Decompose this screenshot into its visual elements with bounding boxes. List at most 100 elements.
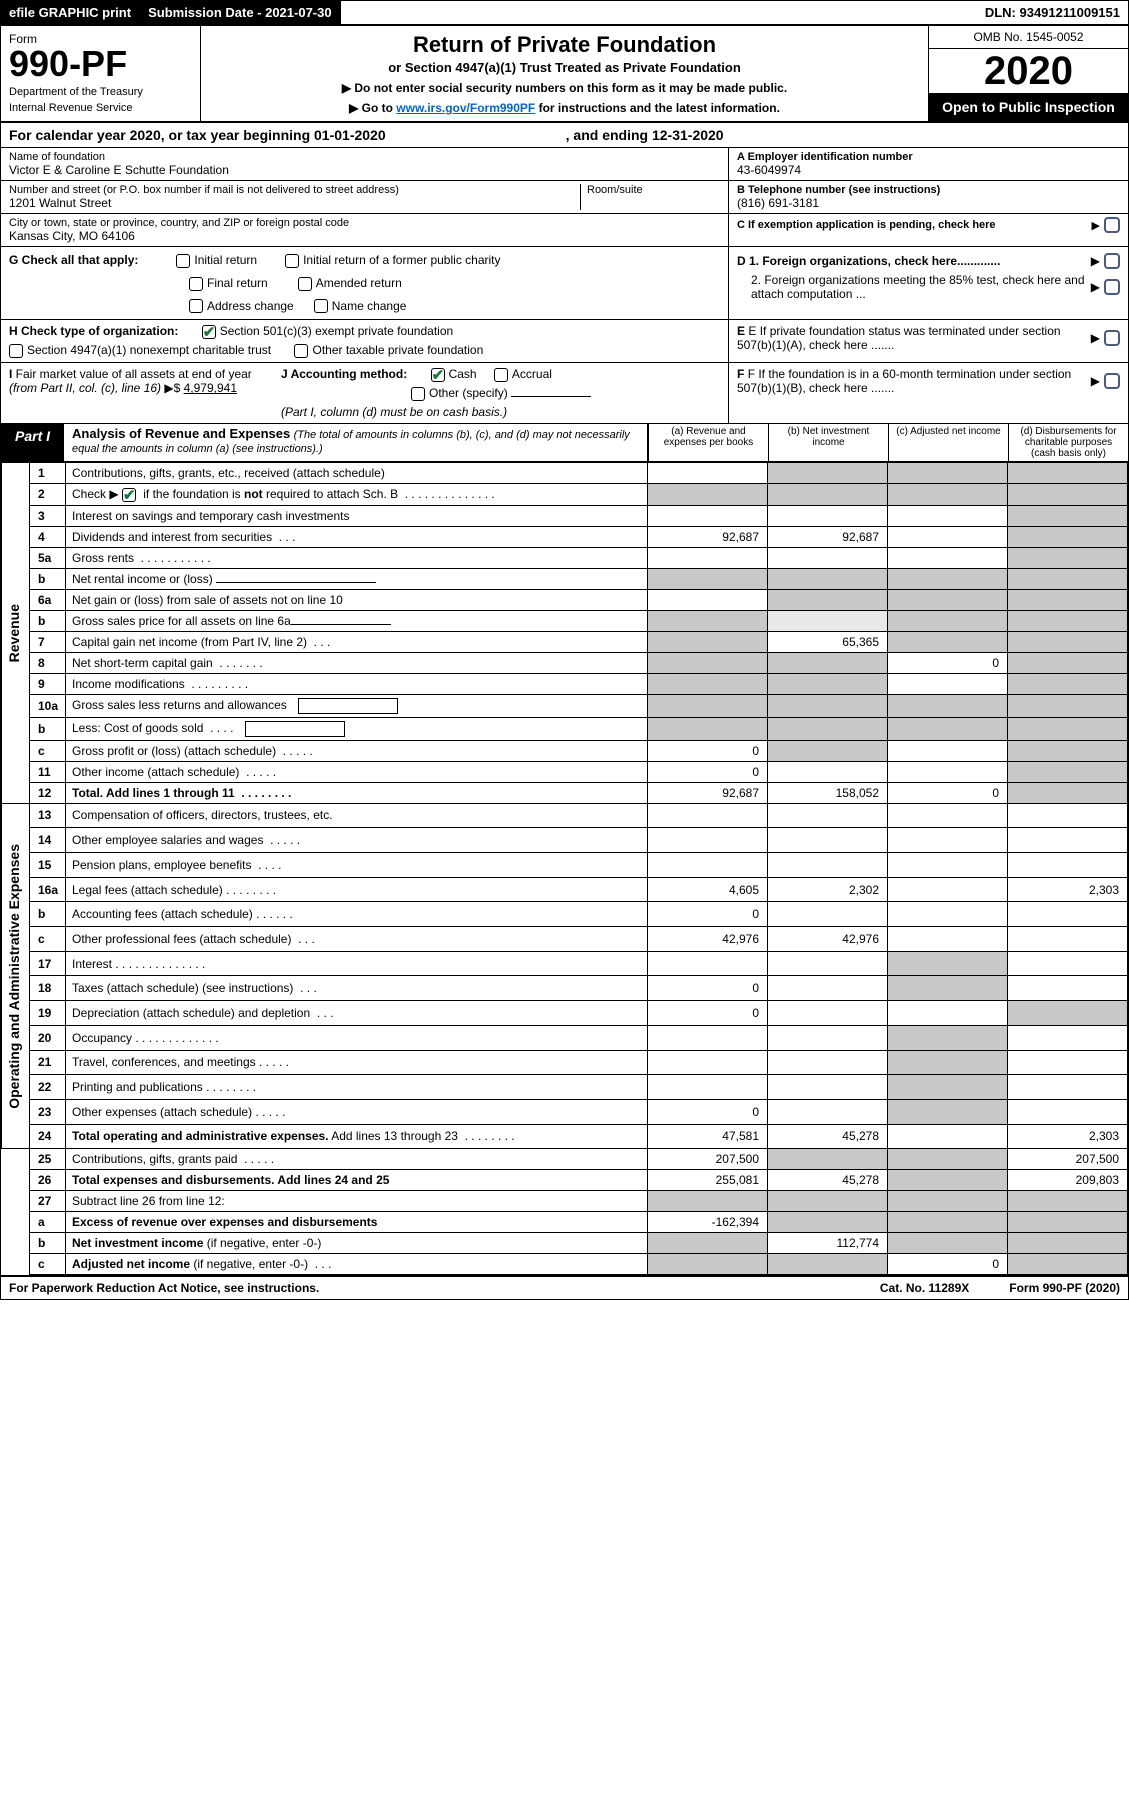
phone-cell: B Telephone number (see instructions) (8… [729, 181, 1128, 214]
cell-val [1008, 1254, 1128, 1275]
cell-val: -162,394 [648, 1212, 768, 1233]
table-row: 19Depreciation (attach schedule) and dep… [2, 1001, 1128, 1026]
cell-val [888, 1233, 1008, 1254]
cell-val: 2,303 [1008, 1124, 1128, 1149]
form-subtitle: or Section 4947(a)(1) Trust Treated as P… [213, 60, 916, 75]
h-other-checkbox[interactable] [294, 344, 308, 358]
form-link[interactable]: www.irs.gov/Form990PF [396, 101, 535, 115]
r4-text: Dividends and interest from securities [72, 530, 272, 544]
cell-val [1008, 568, 1128, 589]
line-num: b [30, 902, 66, 927]
line-desc: Adjusted net income (if negative, enter … [66, 1254, 648, 1275]
cell-val [768, 1254, 888, 1275]
g-namechg-checkbox[interactable] [314, 299, 328, 313]
addr-label: Number and street (or P.O. box number if… [9, 184, 580, 196]
g-d-section: G Check all that apply: Initial return I… [1, 247, 1128, 320]
line-desc: Net rental income or (loss) [66, 568, 648, 589]
j-other-checkbox[interactable] [411, 387, 425, 401]
d-section: D 1. Foreign organizations, check here..… [728, 247, 1128, 319]
line-desc: Other income (attach schedule) . . . . . [66, 761, 648, 782]
line-desc: Check ▶ if the foundation is not require… [66, 483, 648, 505]
cell-val [1008, 673, 1128, 694]
g-addrchg-checkbox[interactable] [189, 299, 203, 313]
schb-checkbox[interactable] [122, 488, 136, 502]
cell-val [768, 1212, 888, 1233]
dept-treasury: Department of the Treasury [9, 86, 192, 98]
h-4947-checkbox[interactable] [9, 344, 23, 358]
line-num: 4 [30, 526, 66, 547]
e-checkbox[interactable] [1104, 330, 1120, 346]
r6b-input[interactable] [291, 624, 391, 625]
cell-val [768, 902, 888, 927]
cell-val: 0 [888, 652, 1008, 673]
j-cash-checkbox[interactable] [431, 368, 445, 382]
d1-checkbox[interactable] [1104, 253, 1120, 269]
header-right: OMB No. 1545-0052 2020 Open to Public In… [928, 26, 1128, 121]
open-inspection: Open to Public Inspection [929, 93, 1128, 121]
cell-val: 0 [648, 902, 768, 927]
cell-val [768, 1050, 888, 1075]
r10b-box[interactable] [245, 721, 345, 737]
cell-val [888, 631, 1008, 652]
line-desc: Other employee salaries and wages . . . … [66, 828, 648, 853]
table-row: 8Net short-term capital gain . . . . . .… [2, 652, 1128, 673]
cell-val [1008, 1025, 1128, 1050]
cell-val: 158,052 [768, 782, 888, 803]
g-initial-former-checkbox[interactable] [285, 254, 299, 268]
line-num: 11 [30, 761, 66, 782]
line-desc: Pension plans, employee benefits . . . . [66, 853, 648, 878]
cell-val: 2,302 [768, 877, 888, 902]
r6b-text: Gross sales price for all assets on line… [72, 614, 291, 628]
g-amended-checkbox[interactable] [298, 277, 312, 291]
line-desc: Gross sales less returns and allowances [66, 694, 648, 717]
cell-val [768, 505, 888, 526]
city-value: Kansas City, MO 64106 [9, 229, 720, 243]
revenue-label: Revenue [2, 564, 26, 702]
header-left: Form 990-PF Department of the Treasury I… [1, 26, 201, 121]
cell-val [648, 462, 768, 483]
h-501c3-checkbox[interactable] [202, 325, 216, 339]
efile-badge: efile GRAPHIC print [1, 1, 140, 24]
line-num: 10a [30, 694, 66, 717]
e-label: E E If private foundation status was ter… [737, 324, 1087, 352]
line-desc: Dividends and interest from securities .… [66, 526, 648, 547]
line-num: 2 [30, 483, 66, 505]
col-b-header: (b) Net investment income [768, 424, 888, 461]
g-initial-checkbox[interactable] [176, 254, 190, 268]
part1-label: Part I [1, 424, 64, 461]
line-num: 8 [30, 652, 66, 673]
c-checkbox[interactable] [1104, 217, 1120, 233]
line-desc: Gross profit or (loss) (attach schedule)… [66, 740, 648, 761]
table-row: bLess: Cost of goods sold . . . . [2, 717, 1128, 740]
i-j-f-row: I Fair market value of all assets at end… [1, 363, 1128, 424]
r10b-text: Less: Cost of goods sold [72, 721, 203, 735]
line-desc: Gross rents . . . . . . . . . . . [66, 547, 648, 568]
r9-text: Income modifications [72, 677, 185, 691]
table-row: 27Subtract line 26 from line 12: [2, 1191, 1128, 1212]
cell-val [768, 1149, 888, 1170]
r5b-input[interactable] [216, 582, 376, 583]
j-accrual-checkbox[interactable] [494, 368, 508, 382]
cell-val [768, 951, 888, 976]
arrow-icon: ▶ [1092, 219, 1100, 232]
cell-val [768, 803, 888, 828]
cell-val [1008, 610, 1128, 631]
cell-val: 0 [888, 1254, 1008, 1275]
cell-val [1008, 547, 1128, 568]
j-other-input[interactable] [511, 396, 591, 397]
line-num: 13 [30, 803, 66, 828]
cell-val: 255,081 [648, 1170, 768, 1191]
cell-val [648, 1025, 768, 1050]
table-row: 11Other income (attach schedule) . . . .… [2, 761, 1128, 782]
f-checkbox[interactable] [1104, 373, 1120, 389]
r10a-box[interactable] [298, 698, 398, 714]
r17-text: Interest [72, 957, 112, 971]
cell-val: 0 [648, 761, 768, 782]
g-final-checkbox[interactable] [189, 277, 203, 291]
col-headers: (a) Revenue and expenses per books (b) N… [647, 424, 1128, 461]
cell-val [1008, 976, 1128, 1001]
table-row: 12Total. Add lines 1 through 11 . . . . … [2, 782, 1128, 803]
calendar-begin: For calendar year 2020, or tax year begi… [9, 127, 386, 143]
d2-checkbox[interactable] [1104, 279, 1120, 295]
cell-val [768, 1191, 888, 1212]
